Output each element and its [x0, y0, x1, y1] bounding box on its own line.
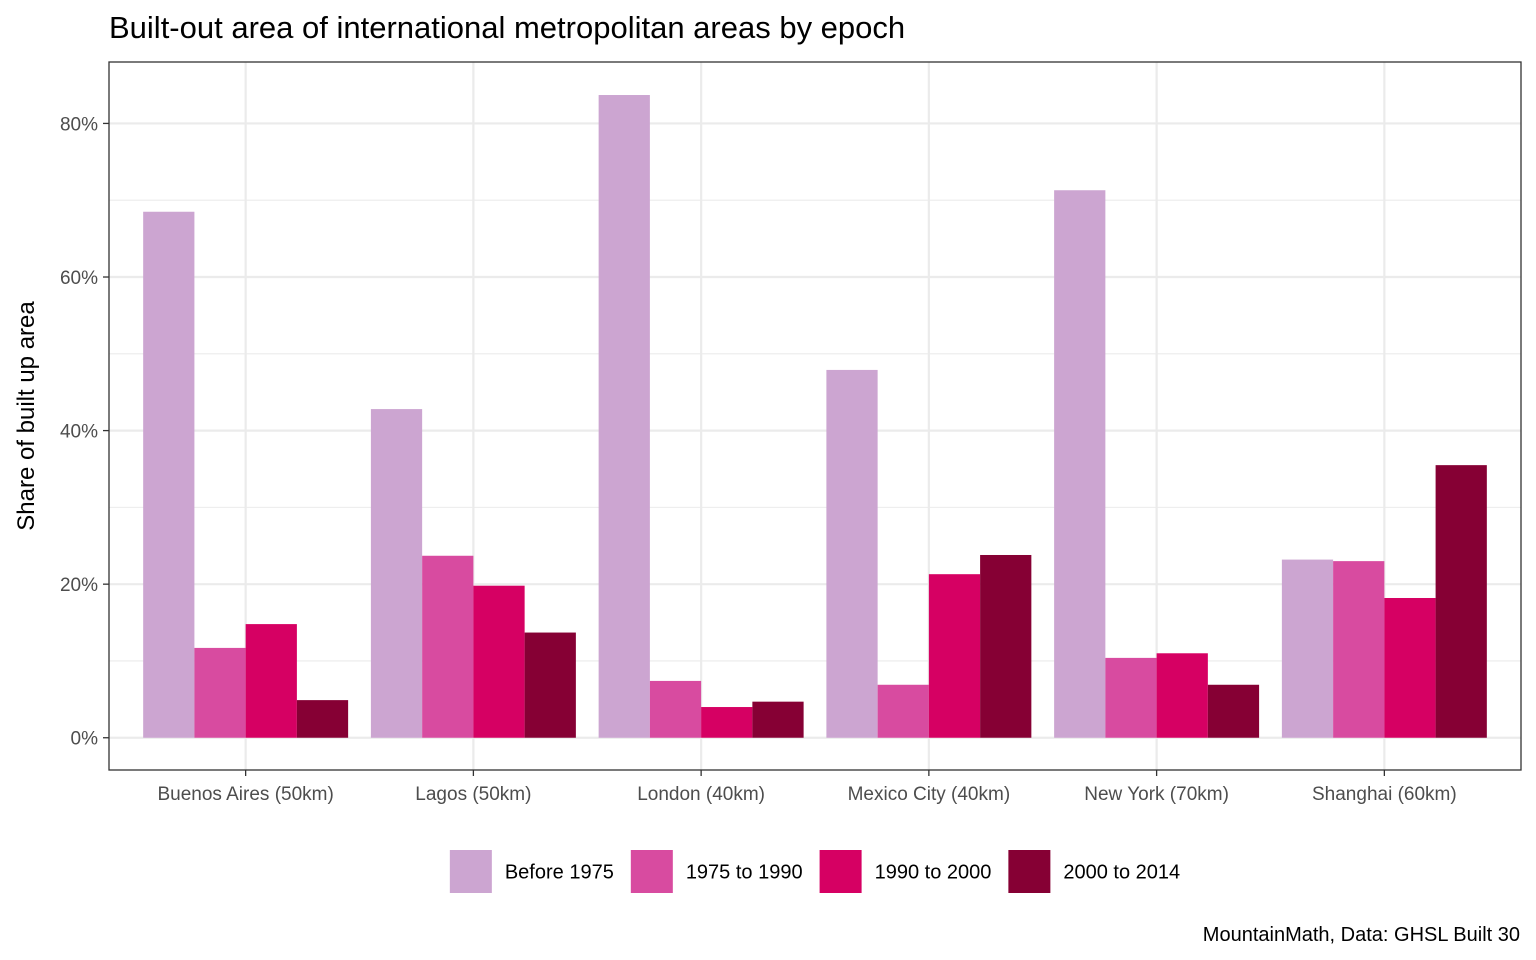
- legend-key: [1008, 850, 1051, 893]
- bar: [752, 701, 804, 738]
- bar: [194, 647, 246, 738]
- legend-key: [819, 850, 862, 893]
- chart-title: Built-out area of international metropol…: [109, 10, 905, 45]
- x-tick-label: Shanghai (60km): [1312, 784, 1457, 805]
- bar: [1333, 561, 1385, 738]
- bar: [598, 95, 650, 738]
- legend-label: 1990 to 2000: [875, 862, 992, 884]
- bar: [649, 680, 702, 738]
- bar: [1435, 465, 1487, 738]
- x-tick-label: Lagos (50km): [415, 784, 531, 805]
- legend-label: 1975 to 1990: [686, 862, 803, 884]
- bar: [370, 409, 423, 738]
- caption: MountainMath, Data: GHSL Built 30: [1203, 924, 1520, 946]
- x-tick-label: London (40km): [637, 784, 765, 805]
- legend: Before 1975 1975 to 1990 1990 to 2000 2000 …: [449, 850, 1180, 893]
- y-axis-title: Share of built up area: [13, 301, 40, 531]
- bar: [422, 555, 474, 738]
- x-tick-label: Mexico City (40km): [848, 784, 1011, 805]
- x-tick-label: New York (70km): [1084, 784, 1229, 805]
- y-tick-label: 40%: [60, 422, 98, 443]
- bar: [826, 369, 878, 738]
- bar: [1281, 559, 1334, 738]
- bar: [1054, 190, 1106, 738]
- bar: [1105, 657, 1157, 738]
- x-tick-label: Buenos Aires (50km): [157, 784, 333, 805]
- legend-label: 2000 to 2014: [1063, 862, 1180, 884]
- y-tick-label: 20%: [60, 575, 98, 596]
- panel-border: [108, 61, 1522, 771]
- bar: [701, 707, 753, 738]
- bar: [980, 554, 1032, 738]
- bar: [143, 211, 195, 738]
- legend-label: Before 1975: [505, 862, 614, 884]
- legend-key: [449, 850, 492, 893]
- y-tick-label: 60%: [60, 268, 98, 289]
- legend-key: [630, 850, 673, 893]
- y-tick-label: 80%: [60, 114, 98, 135]
- bar: [524, 632, 576, 738]
- x-axis: Buenos Aires (50km) Lagos (50km) London (4…: [157, 770, 1457, 805]
- bar: [296, 700, 349, 738]
- bar: [1384, 597, 1436, 738]
- bar: [473, 585, 525, 738]
- y-axis: 0% 20% 40% 60% 80%: [60, 114, 109, 750]
- bar: [928, 574, 981, 738]
- bar: [245, 624, 297, 738]
- bar: [877, 684, 929, 738]
- bar: [1156, 653, 1208, 738]
- bar: [1207, 684, 1260, 738]
- y-tick-label: 0%: [71, 729, 99, 750]
- bars: [143, 95, 1487, 738]
